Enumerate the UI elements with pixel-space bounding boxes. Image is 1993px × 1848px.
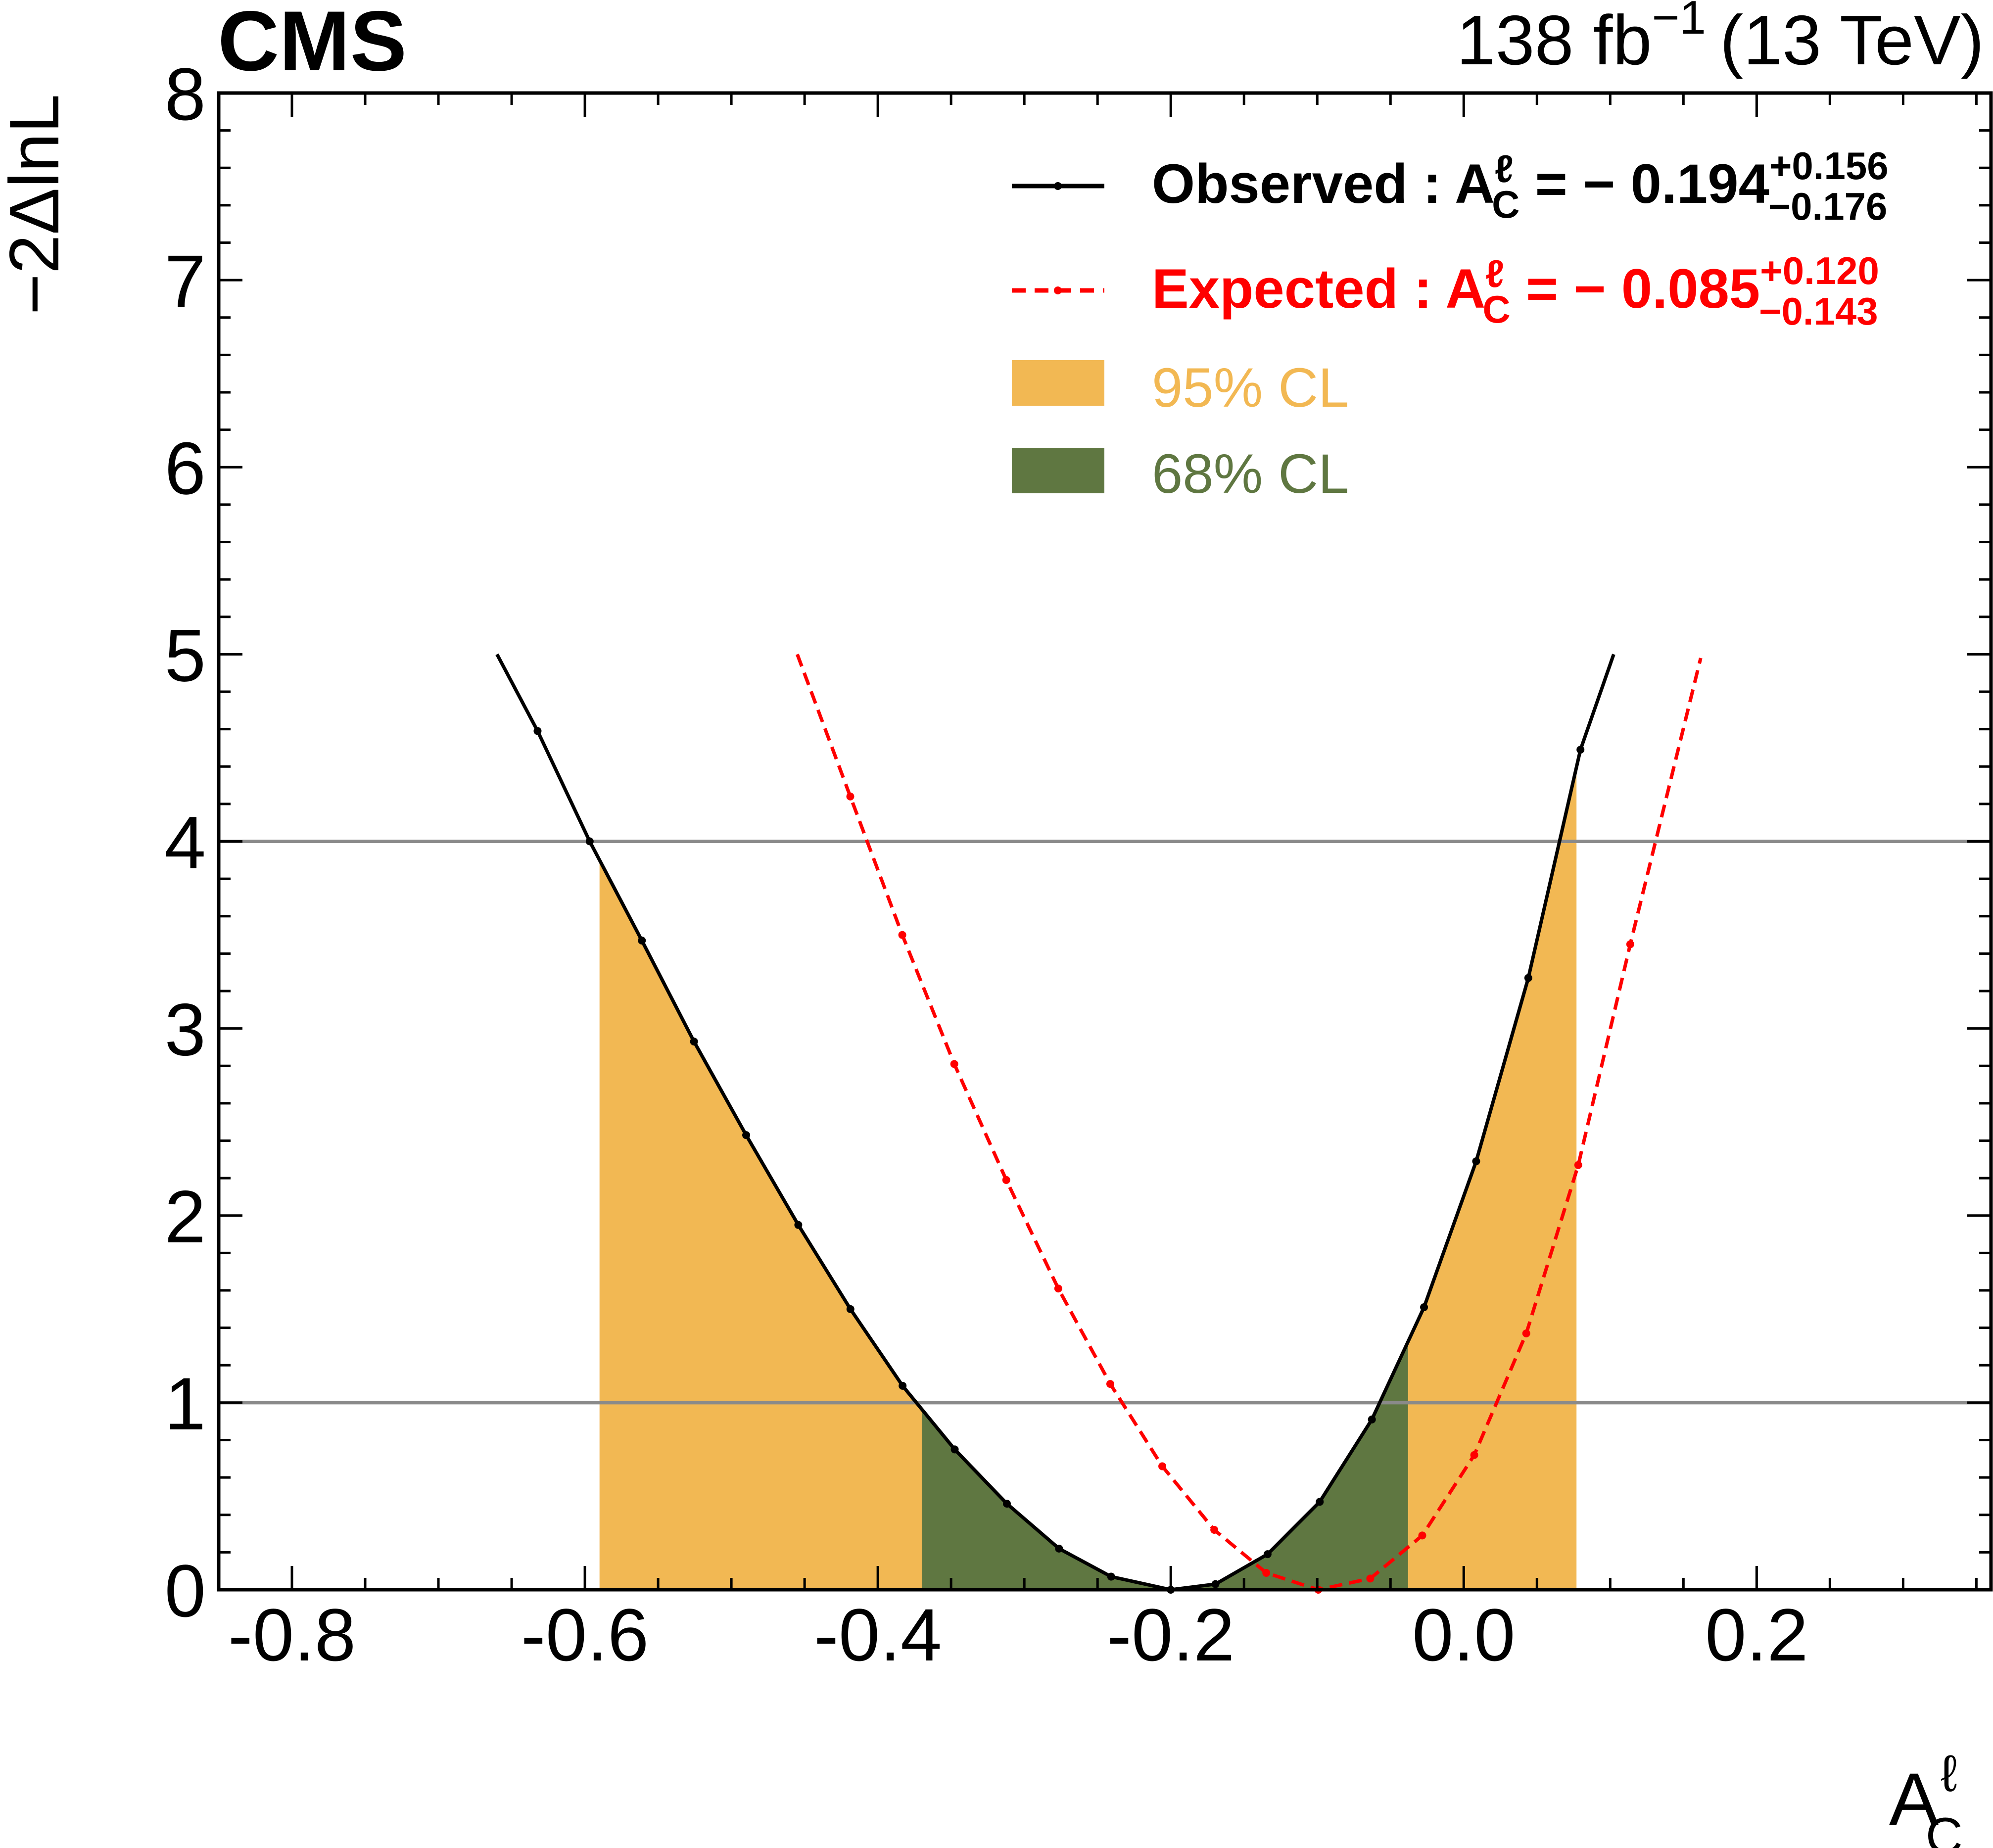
point-observed	[742, 1131, 751, 1139]
y-tick-label: 8	[165, 52, 206, 136]
point-expected	[1210, 1526, 1219, 1534]
lumi-energy-label: 138 fb−1 (13 TeV)	[1457, 0, 1984, 80]
point-expected	[1626, 940, 1634, 948]
x-tick-label: -0.2	[1107, 1593, 1234, 1676]
lumi-value: 138 fb	[1457, 1, 1652, 80]
point-observed	[690, 1038, 698, 1046]
point-observed	[1263, 1550, 1272, 1559]
y-tick-label: 6	[165, 426, 206, 510]
x-axis-title-sup: ℓ	[1941, 1745, 1957, 1802]
lumi-exponent: −1	[1652, 0, 1706, 44]
point-expected	[1366, 1574, 1375, 1583]
point-expected	[1418, 1531, 1426, 1540]
point-observed	[533, 727, 542, 735]
y-axis-title: −2ΔlnL	[0, 94, 74, 315]
x-axis-title-main: A	[1889, 1757, 1939, 1841]
y-tick-label: 0	[165, 1549, 206, 1632]
legend-entry-95cl: 95% CL	[1012, 357, 1349, 419]
point-expected	[1002, 1176, 1010, 1184]
point-observed	[1107, 1572, 1115, 1581]
x-axis-title: Aℓ C	[1889, 1745, 1963, 1848]
legend-95cl-swatch	[1012, 360, 1104, 406]
legend-entry-68cl: 68% CL	[1012, 443, 1349, 505]
point-observed	[1211, 1580, 1220, 1588]
point-expected	[1262, 1568, 1271, 1577]
band-68cl	[921, 1341, 1408, 1590]
x-tick-label: -0.8	[228, 1593, 356, 1676]
energy-value: (13 TeV)	[1720, 1, 1984, 80]
reference-lines	[219, 840, 1991, 1405]
point-observed	[638, 936, 646, 945]
legend-expected-label: Expected : Aℓ C = − 0.085+0.120 −0.143	[1152, 249, 1879, 333]
point-expected	[898, 931, 906, 939]
point-observed	[1368, 1415, 1376, 1423]
legend-entry-expected: Expected : Aℓ C = − 0.085+0.120 −0.143	[1012, 249, 1879, 333]
point-observed	[1316, 1498, 1324, 1506]
point-observed	[585, 837, 594, 846]
point-observed	[1524, 974, 1532, 982]
confidence-bands	[599, 767, 1577, 1590]
point-observed	[899, 1381, 907, 1390]
point-observed	[794, 1221, 803, 1229]
axis-tick-labels: -0.8 -0.6 -0.4 -0.2 0.0 0.2 0 1 2 3 4 5 6 7 8	[165, 52, 1808, 1676]
axis-ticks	[217, 92, 1991, 1591]
x-tick-label: -0.6	[521, 1593, 649, 1676]
point-observed	[1472, 1157, 1480, 1166]
y-tick-label: 4	[165, 801, 206, 884]
point-observed	[846, 1305, 854, 1313]
x-tick-label: 0.2	[1705, 1593, 1808, 1676]
point-expected	[1106, 1380, 1114, 1388]
point-expected	[1158, 1462, 1167, 1470]
y-tick-label: 5	[165, 614, 206, 697]
point-expected	[1574, 1161, 1582, 1169]
point-observed	[950, 1445, 959, 1454]
legend-observed-label: Observed : Aℓ C = − 0.194+0.156 −0.176	[1152, 144, 1889, 228]
legend-entry-observed: Observed : Aℓ C = − 0.194+0.156 −0.176	[1012, 144, 1889, 228]
point-expected	[950, 1060, 958, 1068]
point-expected	[1054, 1284, 1062, 1293]
band-95cl	[599, 767, 1577, 1590]
x-tick-label: 0.0	[1412, 1593, 1516, 1676]
experiment-label: CMS	[218, 0, 407, 89]
series-line-expected	[796, 654, 1703, 1592]
legend-68cl-label: 68% CL	[1152, 443, 1349, 505]
data-series	[495, 653, 1703, 1594]
x-axis-title-sub: C	[1926, 1807, 1963, 1848]
y-tick-label: 1	[165, 1362, 206, 1445]
point-observed	[1002, 1500, 1011, 1508]
legend-expected-marker	[1054, 286, 1062, 294]
legend-68cl-swatch	[1012, 448, 1104, 493]
y-tick-label: 7	[165, 239, 206, 323]
y-tick-label: 2	[165, 1175, 206, 1258]
point-observed	[1576, 746, 1585, 754]
point-expected	[1522, 1329, 1530, 1337]
point-expected	[846, 792, 854, 801]
point-observed	[1055, 1544, 1063, 1553]
legend: Observed : Aℓ C = − 0.194+0.156 −0.176 Exp…	[1012, 144, 1889, 505]
point-observed	[1420, 1303, 1428, 1312]
y-tick-label: 3	[165, 988, 206, 1071]
point-expected	[1470, 1451, 1478, 1459]
legend-95cl-label: 95% CL	[1152, 357, 1349, 419]
legend-observed-marker	[1054, 182, 1062, 190]
x-tick-label: -0.4	[814, 1593, 942, 1676]
